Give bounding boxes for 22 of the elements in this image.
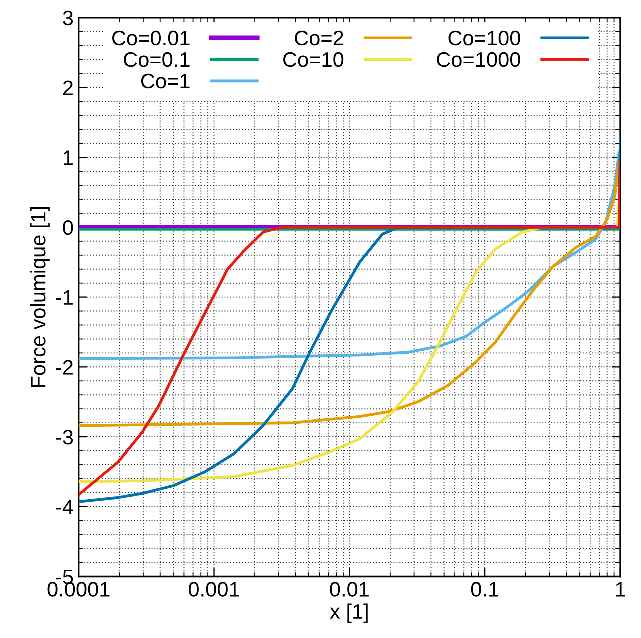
legend-label: Co=1 <box>141 74 190 89</box>
y-tick-label: 0 <box>63 220 74 236</box>
y-tick-label: -1 <box>56 290 73 305</box>
legend-label: Co=2 <box>295 30 344 46</box>
legend-label: Co=0.01 <box>112 30 190 46</box>
y-axis-title: Force volumique [1] <box>30 207 50 388</box>
legend-label: Co=100 <box>448 30 520 46</box>
x-tick-label: 0.1 <box>471 582 499 597</box>
y-tick-label: 1 <box>64 150 73 166</box>
y-tick-label: 3 <box>63 10 74 26</box>
x-tick-label: 0.0001 <box>48 582 110 597</box>
legend-label: Co=0.1 <box>124 52 190 68</box>
y-tick-label: -3 <box>56 430 74 445</box>
x-tick-label: 1 <box>616 582 626 597</box>
legend-label: Co=1000 <box>437 52 520 68</box>
legend-label: Co=10 <box>284 52 344 68</box>
y-tick-label: -4 <box>56 500 74 514</box>
x-tick-label: 0.001 <box>189 582 240 597</box>
y-tick-label: -2 <box>56 360 73 375</box>
y-tick-label: 2 <box>63 80 73 96</box>
x-axis-title: x [1] <box>330 604 368 624</box>
x-tick-label: 0.01 <box>330 582 369 597</box>
